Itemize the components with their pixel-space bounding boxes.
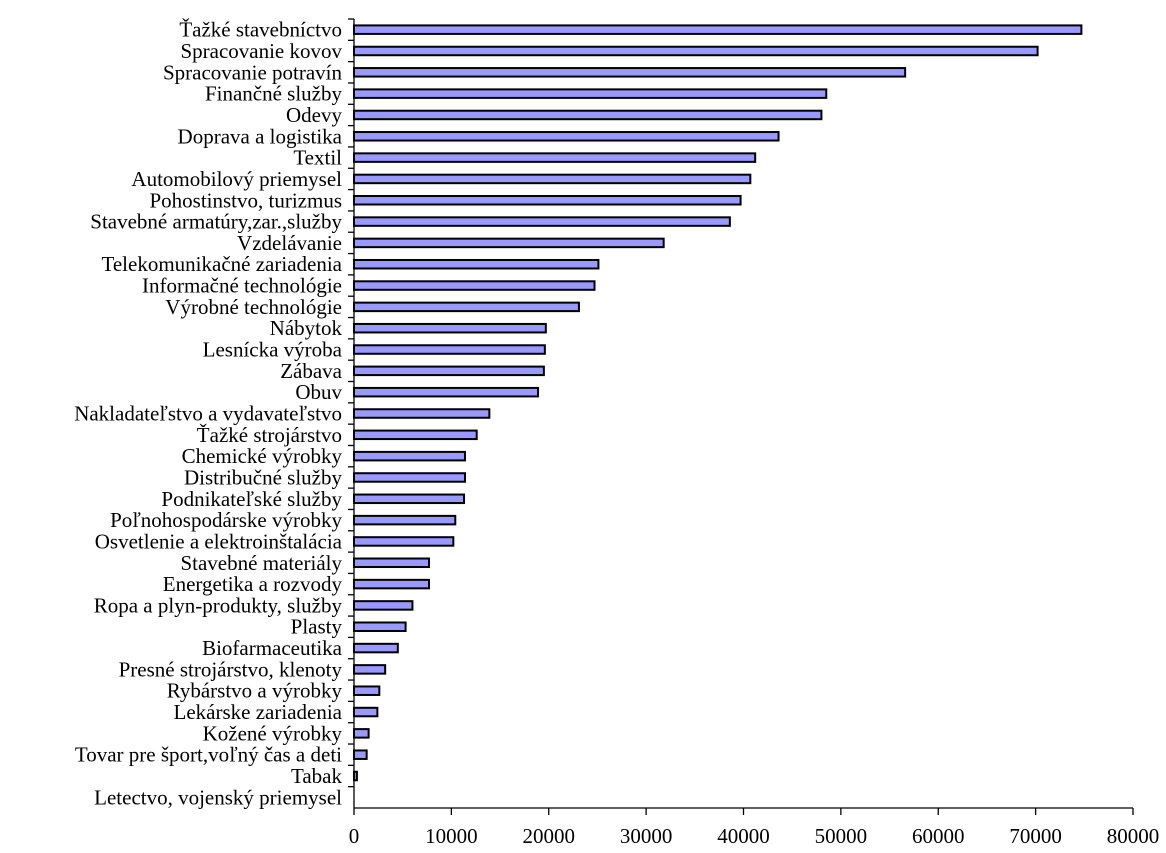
bar — [353, 749, 368, 760]
category-label: Telekomunikačné zariadenia — [102, 252, 343, 276]
bar — [353, 728, 370, 739]
category-label: Tovar pre šport,voľný čas a deti — [75, 743, 342, 767]
x-tick-label: 30000 — [620, 824, 673, 848]
category-label: Odevy — [286, 103, 342, 127]
bar — [353, 408, 491, 419]
x-tick-label: 70000 — [1009, 824, 1062, 848]
category-label: Plasty — [291, 615, 343, 639]
x-tick-label: 50000 — [815, 824, 868, 848]
category-label: Informačné technológie — [142, 274, 342, 298]
x-tick-label: 0 — [349, 824, 360, 848]
category-label: Automobilový priemysel — [131, 167, 342, 191]
bar — [353, 280, 596, 291]
bar — [353, 472, 467, 483]
category-label: Kožené výrobky — [203, 721, 343, 745]
bar — [353, 621, 407, 632]
category-label: Energetika a rozvody — [163, 572, 343, 596]
bar — [353, 493, 466, 505]
category-label: Lekárske zariadenia — [174, 700, 343, 724]
bar — [353, 152, 757, 163]
category-label: Stavebné armatúry,zar.,služby — [90, 210, 342, 234]
bar — [353, 685, 381, 696]
bar — [353, 557, 430, 569]
bars-group — [353, 24, 1083, 782]
category-label: Ťažké stavebníctvo — [179, 18, 342, 42]
category-label: Podnikateľské služby — [161, 487, 342, 511]
bar — [353, 322, 547, 334]
x-tick-label: 80000 — [1107, 824, 1160, 848]
category-label: Poľnohospodárske výrobky — [110, 508, 342, 532]
bar — [353, 578, 430, 590]
category-label: Nakladateľstvo a vydavateľstvo — [74, 402, 342, 426]
category-label: Výrobné technológie — [165, 295, 342, 319]
category-label: Vzdelávanie — [237, 231, 342, 255]
bar — [353, 514, 457, 526]
bar — [353, 131, 780, 142]
bar — [353, 429, 478, 441]
bar — [353, 195, 742, 206]
category-label: Chemické výrobky — [182, 444, 343, 468]
category-label: Pohostinstvo, turizmus — [149, 188, 342, 212]
category-label: Spracovanie potravín — [163, 60, 343, 84]
bar — [353, 109, 823, 121]
category-label: Stavebné materiály — [180, 551, 342, 575]
category-label: Textil — [293, 146, 342, 170]
bar — [353, 386, 540, 398]
category-label: Letectvo, vojenský priemysel — [94, 785, 342, 809]
category-label: Doprava a logistika — [178, 124, 343, 148]
category-label: Nábytok — [270, 316, 343, 340]
bar — [353, 67, 907, 78]
bar — [353, 706, 379, 718]
category-label: Zábava — [280, 359, 342, 383]
bar — [353, 450, 467, 462]
bar — [353, 173, 752, 185]
x-tick-label: 20000 — [523, 824, 576, 848]
bar — [353, 301, 580, 313]
bar — [353, 642, 399, 654]
category-label: Osvetlenie a elektroinštalácia — [95, 529, 343, 553]
category-label: Rybárstvo a výrobky — [167, 679, 343, 703]
category-label: Distribučné služby — [184, 465, 343, 489]
category-label: Presné strojárstvo, klenoty — [119, 657, 343, 681]
bar — [353, 536, 455, 547]
x-axis-ticks: 0 10000 20000 30000 40000 50000 60000 70000 8000… — [348, 18, 1160, 848]
category-label: Ťažké strojárstvo — [197, 423, 342, 447]
category-label: Obuv — [295, 380, 342, 404]
bar — [353, 664, 387, 675]
bar — [353, 344, 546, 355]
x-tick-label: 10000 — [425, 824, 478, 848]
bar — [353, 237, 665, 249]
x-tick-label: 40000 — [717, 824, 770, 848]
bar — [353, 24, 1083, 35]
bar — [353, 600, 414, 611]
category-label: Finančné služby — [205, 82, 343, 106]
bar — [353, 216, 731, 227]
bar — [353, 45, 1039, 57]
x-tick-label: 60000 — [912, 824, 965, 848]
category-label: Lesnícka výroba — [203, 338, 343, 362]
bar — [353, 365, 545, 377]
bar — [353, 88, 828, 99]
category-label: Spracovanie kovov — [180, 39, 342, 63]
category-label: Biofarmaceutika — [202, 636, 343, 660]
category-label: Tabak — [291, 764, 343, 788]
bar — [353, 258, 600, 270]
category-label: Ropa a plyn-produkty, služby — [94, 593, 343, 617]
